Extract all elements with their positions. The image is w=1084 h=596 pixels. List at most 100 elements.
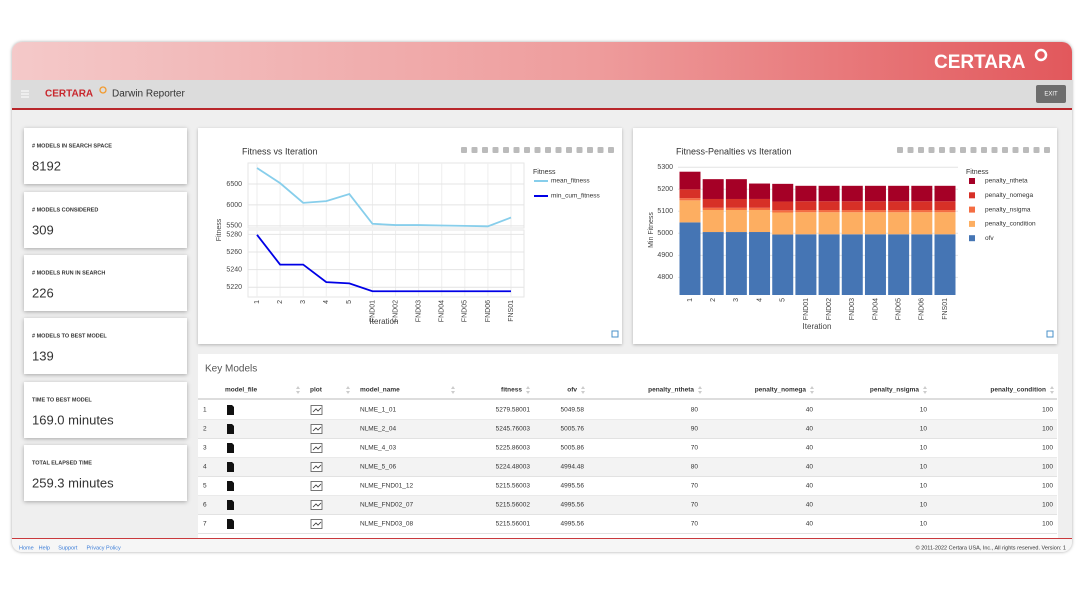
sort-arrow[interactable] xyxy=(698,386,702,394)
plot-icon-line xyxy=(312,483,322,489)
file-icon[interactable] xyxy=(227,462,234,472)
x-tick-label: 4 xyxy=(323,300,330,304)
toolbar-icon[interactable] xyxy=(1044,147,1050,153)
footer-link[interactable]: Privacy Policy xyxy=(87,545,121,551)
table-cell: 5224.48003 xyxy=(496,464,531,471)
y-tick-label: 5500 xyxy=(226,223,242,230)
exit-label[interactable]: EXIT xyxy=(1044,92,1058,98)
sort-arrow[interactable] xyxy=(581,386,585,394)
plot-area xyxy=(247,229,525,298)
column-header[interactable]: ofv xyxy=(567,387,577,394)
x-tick-label: 2 xyxy=(710,298,717,302)
bar-segment xyxy=(888,210,910,213)
column-header[interactable]: model_file xyxy=(225,387,258,394)
toolbar-icon[interactable] xyxy=(513,147,520,153)
x-tick-label: FND06 xyxy=(485,300,492,322)
column-header[interactable]: penalty_ntheta xyxy=(648,387,694,394)
exit-button[interactable] xyxy=(1036,85,1066,103)
legend-title: Fitness xyxy=(966,169,989,176)
card-value: 8192 xyxy=(32,158,61,173)
toolbar-icon[interactable] xyxy=(1023,147,1029,153)
toolbar-icon[interactable] xyxy=(960,147,966,153)
toolbar-icon[interactable] xyxy=(597,147,604,153)
column-header[interactable]: penalty_condition xyxy=(990,387,1046,394)
file-icon[interactable] xyxy=(227,405,234,415)
footer-link[interactable]: Support xyxy=(58,545,78,551)
card-label: # MODELS TO BEST MODEL xyxy=(32,333,107,339)
table-cell: 5215.56002 xyxy=(496,502,531,509)
file-icon[interactable] xyxy=(227,424,234,434)
toolbar-icon[interactable] xyxy=(949,147,956,153)
footer-link[interactable]: Help xyxy=(39,545,50,551)
toolbar-icon[interactable] xyxy=(471,147,478,153)
file-icon[interactable] xyxy=(227,500,234,510)
toolbar-icon[interactable] xyxy=(1012,147,1019,153)
toolbar-icon[interactable] xyxy=(1002,147,1008,153)
bar-segment xyxy=(702,207,724,211)
sort-arrow[interactable] xyxy=(526,386,530,394)
sort-arrow[interactable] xyxy=(451,386,455,394)
expand-icon[interactable] xyxy=(611,330,619,338)
hamburger[interactable] xyxy=(21,90,29,98)
legend-label: penalty_ntheta xyxy=(985,178,1028,185)
bar-segment xyxy=(679,189,701,199)
toolbar-icon[interactable] xyxy=(503,147,509,153)
x-tick-label: FND05 xyxy=(462,300,469,322)
toolbar-icon[interactable] xyxy=(492,147,499,153)
sort-arrow[interactable] xyxy=(923,386,927,394)
toolbar-icon[interactable] xyxy=(970,147,977,153)
expand-icon[interactable] xyxy=(1046,330,1054,338)
y-tick-label: 5200 xyxy=(657,186,673,193)
column-header[interactable]: penalty_nsigma xyxy=(870,387,920,394)
toolbar-icon[interactable] xyxy=(482,147,488,153)
bar-segment xyxy=(749,209,771,233)
plot-area xyxy=(247,162,525,229)
column-header[interactable]: penalty_nomega xyxy=(755,387,807,394)
footer-line xyxy=(12,538,1072,539)
footer-link[interactable]: Home xyxy=(19,545,34,551)
column-header[interactable]: model_name xyxy=(360,387,400,394)
column-header[interactable]: plot xyxy=(310,387,323,394)
sort-arrow[interactable] xyxy=(296,386,300,394)
toolbar-icon[interactable] xyxy=(524,147,530,153)
toolbar-icon[interactable] xyxy=(587,147,593,153)
bar-segment xyxy=(888,201,910,211)
table-cell: 3 xyxy=(203,445,207,452)
y-tick-label: 5220 xyxy=(226,284,242,291)
sort-arrow[interactable] xyxy=(1050,386,1054,394)
bar-segment xyxy=(679,222,701,295)
sort-arrow[interactable] xyxy=(810,386,814,394)
toolbar-icon[interactable] xyxy=(608,147,614,153)
toolbar-icon[interactable] xyxy=(928,147,935,153)
toolbar-icon[interactable] xyxy=(545,147,551,153)
toolbar-icon[interactable] xyxy=(555,147,562,153)
toolbar-icon[interactable] xyxy=(534,147,541,153)
bar-segment xyxy=(725,210,747,233)
toolbar-icon[interactable] xyxy=(981,147,987,153)
toolbar-icon[interactable] xyxy=(939,147,945,153)
table-cell: 90 xyxy=(691,426,699,433)
file-icon[interactable] xyxy=(227,481,234,491)
toolbar-icon[interactable] xyxy=(897,147,903,153)
file-icon[interactable] xyxy=(227,519,234,529)
toolbar-icon[interactable] xyxy=(461,147,467,153)
card-value: 226 xyxy=(32,285,54,300)
x-axis-title: Iteration xyxy=(370,317,399,326)
toolbar-icon[interactable] xyxy=(907,147,914,153)
column-header[interactable]: fitness xyxy=(501,387,522,394)
toolbar-icon[interactable] xyxy=(576,147,583,153)
table-cell: 100 xyxy=(1042,483,1053,490)
toolbar-icon[interactable] xyxy=(918,147,924,153)
file-icon[interactable] xyxy=(227,443,234,453)
card-label: # MODELS IN SEARCH SPACE xyxy=(32,143,112,149)
table-cell: 10 xyxy=(920,521,928,528)
toolbar-icon[interactable] xyxy=(566,147,572,153)
toolbar-icon[interactable] xyxy=(1033,147,1040,153)
table-cell: 10 xyxy=(920,502,928,509)
x-tick-label: FND01 xyxy=(369,300,376,322)
table-cell: 10 xyxy=(920,445,928,452)
toolbar-icon[interactable] xyxy=(991,147,998,153)
card-label: # MODELS CONSIDERED xyxy=(32,207,98,213)
table-cell: 4994.48 xyxy=(561,464,585,471)
sort-arrow[interactable] xyxy=(346,386,350,394)
